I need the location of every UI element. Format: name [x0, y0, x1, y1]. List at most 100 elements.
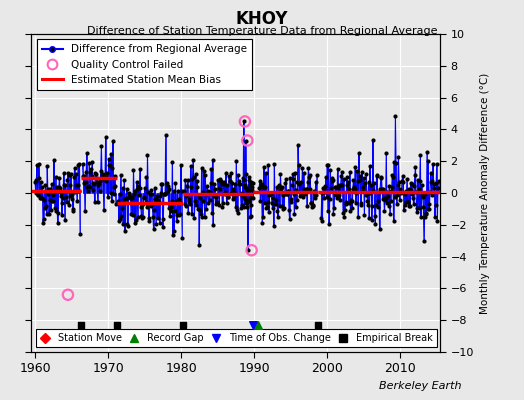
Point	[374, 204, 382, 210]
Point	[342, 201, 351, 208]
Point	[239, 193, 247, 199]
Point	[106, 190, 115, 196]
Point	[108, 165, 116, 171]
Point	[364, 179, 373, 186]
Point	[117, 213, 126, 220]
Point	[305, 173, 313, 180]
Point	[366, 190, 375, 196]
Point	[56, 184, 64, 191]
Point	[296, 193, 304, 199]
Point	[424, 206, 433, 212]
Point	[390, 158, 398, 165]
Point	[279, 192, 288, 198]
Point	[31, 179, 39, 186]
Point	[174, 212, 183, 218]
Point	[427, 170, 435, 176]
Point	[237, 205, 245, 211]
Point	[145, 214, 153, 221]
Point	[314, 322, 322, 328]
Point	[425, 201, 434, 207]
Point	[125, 194, 134, 200]
Point	[248, 194, 256, 200]
Point	[60, 170, 68, 176]
Point	[343, 174, 351, 181]
Point	[397, 190, 405, 196]
Point	[143, 204, 151, 210]
Point	[397, 189, 406, 195]
Point	[276, 203, 284, 210]
Point	[412, 188, 420, 195]
Point	[85, 160, 93, 166]
Point	[417, 214, 425, 220]
Point	[322, 194, 331, 201]
Point	[81, 178, 90, 185]
Point	[373, 173, 381, 179]
Point	[119, 195, 128, 202]
Point	[131, 188, 139, 194]
Point	[181, 177, 189, 184]
Point	[191, 170, 200, 177]
Point	[96, 168, 105, 174]
Point	[278, 184, 286, 190]
Point	[88, 173, 96, 180]
Point	[49, 192, 57, 199]
Point	[282, 176, 290, 182]
Point	[361, 180, 369, 186]
Point	[49, 198, 58, 204]
Point	[318, 217, 326, 224]
Point	[138, 214, 147, 220]
Point	[34, 191, 42, 198]
Point	[41, 204, 49, 211]
Point	[134, 182, 143, 189]
Point	[98, 172, 106, 178]
Point	[230, 189, 238, 196]
Point	[73, 198, 81, 204]
Point	[288, 175, 297, 182]
Point	[194, 205, 202, 212]
Point	[288, 182, 296, 188]
Point	[91, 199, 99, 206]
Point	[197, 210, 205, 217]
Point	[403, 176, 411, 183]
Point	[325, 220, 333, 227]
Point	[236, 191, 245, 197]
Point	[419, 194, 427, 200]
Point	[92, 170, 100, 177]
Point	[268, 200, 276, 206]
Point	[97, 143, 105, 150]
Point	[199, 198, 207, 204]
Point	[58, 212, 66, 218]
Point	[376, 186, 385, 192]
Point	[226, 170, 235, 176]
Point	[248, 187, 256, 193]
Point	[432, 180, 440, 186]
Point	[96, 177, 104, 184]
Point	[299, 194, 307, 200]
Point	[89, 186, 97, 193]
Point	[36, 178, 45, 185]
Point	[409, 201, 418, 208]
Point	[61, 182, 70, 188]
Point	[286, 216, 294, 222]
Point	[244, 187, 252, 193]
Point	[53, 184, 61, 190]
Point	[386, 210, 394, 217]
Point	[107, 151, 115, 158]
Point	[302, 186, 311, 192]
Point	[380, 208, 389, 214]
Point	[178, 235, 187, 241]
Point	[194, 192, 203, 198]
Point	[355, 173, 364, 179]
Point	[163, 183, 172, 189]
Point	[162, 189, 170, 196]
Point	[396, 196, 404, 203]
Point	[45, 211, 53, 218]
Point	[227, 190, 236, 197]
Point	[113, 322, 121, 328]
Point	[32, 162, 41, 168]
Point	[429, 161, 438, 167]
Point	[164, 188, 172, 194]
Point	[64, 172, 73, 178]
Point	[217, 178, 225, 184]
Point	[184, 196, 193, 202]
